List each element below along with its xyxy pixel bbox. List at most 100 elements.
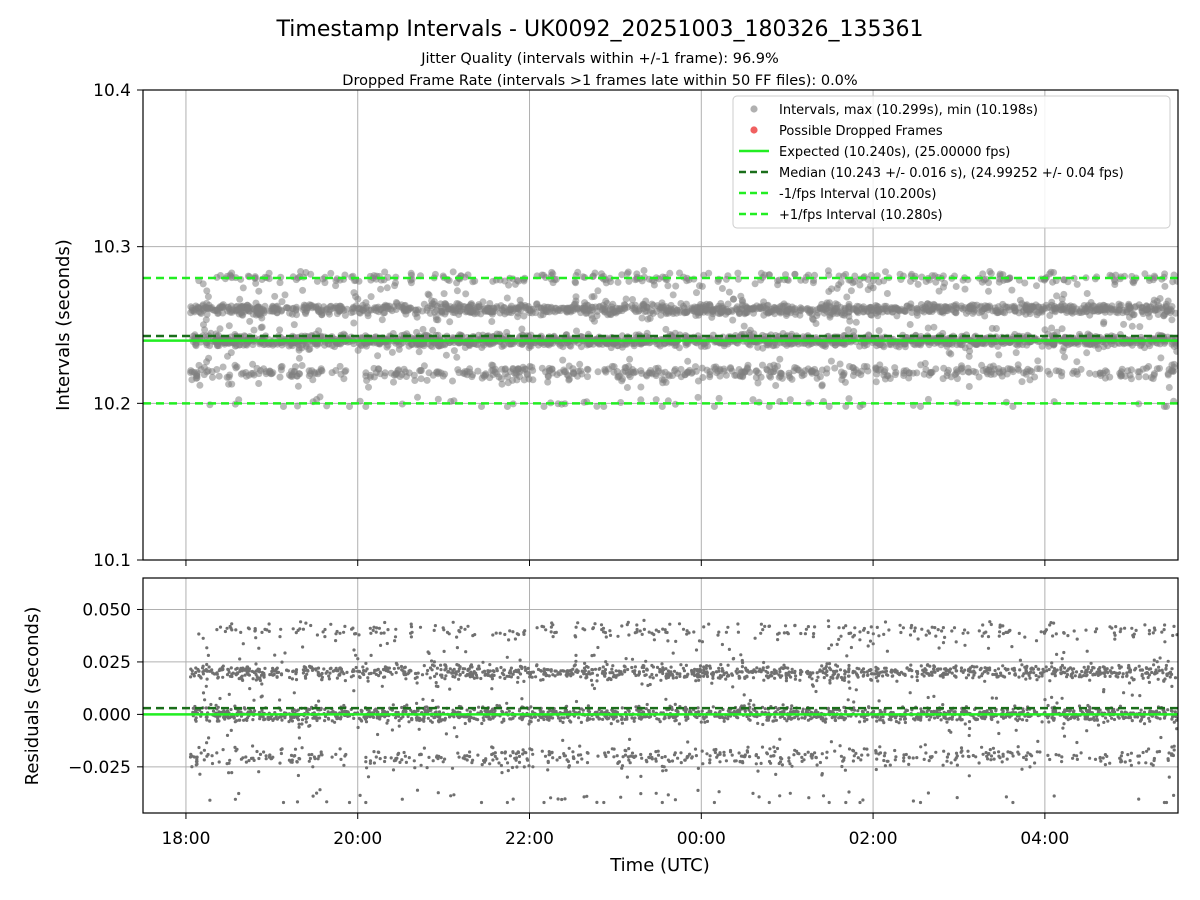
residual-point xyxy=(826,619,831,623)
residual-point xyxy=(248,687,252,691)
interval-point xyxy=(640,267,648,274)
interval-point xyxy=(745,340,753,348)
interval-point xyxy=(321,279,329,287)
interval-point xyxy=(965,352,973,360)
interval-point xyxy=(1012,349,1020,357)
residual-point xyxy=(1075,754,1079,758)
interval-point xyxy=(995,351,1003,359)
residual-point xyxy=(1060,696,1064,700)
interval-point xyxy=(982,275,990,283)
interval-point xyxy=(276,373,284,381)
interval-point xyxy=(498,380,506,388)
interval-point xyxy=(335,307,343,315)
residual-point xyxy=(325,800,329,804)
interval-point xyxy=(302,310,310,318)
interval-point xyxy=(442,308,450,316)
interval-point xyxy=(1026,376,1034,384)
interval-point xyxy=(493,304,501,312)
residual-point xyxy=(835,676,839,680)
interval-point xyxy=(505,281,513,289)
interval-point xyxy=(964,368,972,376)
residual-point xyxy=(866,630,870,635)
residual-point xyxy=(1071,756,1075,760)
interval-point xyxy=(731,371,739,379)
interval-point xyxy=(1160,312,1168,320)
interval-point xyxy=(337,370,345,378)
interval-point xyxy=(307,270,315,278)
interval-point xyxy=(759,344,767,352)
interval-point xyxy=(414,393,421,401)
residual-point xyxy=(937,646,941,650)
interval-point xyxy=(1134,368,1142,376)
interval-point xyxy=(236,295,244,303)
residual-point xyxy=(225,626,229,630)
residual-point xyxy=(911,799,916,803)
residual-point xyxy=(1121,675,1125,679)
interval-point xyxy=(795,366,803,374)
residual-point xyxy=(773,715,777,719)
residual-point xyxy=(1096,723,1101,727)
interval-point xyxy=(691,303,699,311)
interval-point xyxy=(1108,306,1116,314)
interval-point xyxy=(593,402,601,410)
residual-point xyxy=(604,660,608,664)
residual-point xyxy=(1020,767,1024,771)
residual-point xyxy=(383,620,387,625)
interval-point xyxy=(978,308,986,316)
interval-point xyxy=(643,303,651,311)
interval-point xyxy=(219,309,227,317)
residual-point xyxy=(788,762,792,766)
interval-point xyxy=(1061,353,1068,361)
interval-point xyxy=(1003,370,1011,378)
interval-point xyxy=(676,306,684,314)
residual-point xyxy=(851,759,856,763)
interval-point xyxy=(1160,403,1168,410)
interval-point xyxy=(1051,302,1058,310)
interval-point xyxy=(841,307,849,315)
interval-point xyxy=(720,367,728,375)
residual-point xyxy=(290,677,294,681)
residual-point xyxy=(1043,710,1047,714)
intervals-ytick-label-2: 10.3 xyxy=(93,238,131,258)
interval-point xyxy=(958,364,966,372)
residual-point xyxy=(1154,668,1158,672)
residual-point xyxy=(381,667,386,672)
interval-point xyxy=(771,310,779,318)
residual-point xyxy=(635,630,639,634)
interval-point xyxy=(281,291,289,299)
interval-point xyxy=(235,396,243,404)
interval-point xyxy=(544,373,552,381)
interval-point xyxy=(623,384,631,391)
interval-point xyxy=(924,395,932,403)
interval-point xyxy=(540,403,548,410)
interval-point xyxy=(774,362,781,370)
residual-point xyxy=(950,715,955,719)
interval-point xyxy=(513,376,521,384)
residual-point xyxy=(300,746,304,750)
residual-point xyxy=(676,756,680,760)
interval-point xyxy=(407,279,415,287)
interval-point xyxy=(659,379,667,387)
chart-subtitle-dropped: Dropped Frame Rate (intervals >1 frames … xyxy=(342,73,857,89)
interval-point xyxy=(276,326,284,334)
residual-point xyxy=(511,630,515,634)
residual-point xyxy=(483,709,487,713)
interval-point xyxy=(284,304,292,312)
interval-point xyxy=(869,284,877,292)
residuals-plot-area xyxy=(143,618,1178,805)
residual-point xyxy=(737,751,741,755)
interval-point xyxy=(572,293,580,301)
residual-point xyxy=(663,755,667,759)
interval-point xyxy=(1058,372,1066,380)
residual-point xyxy=(925,709,929,714)
interval-point xyxy=(846,317,854,325)
residual-point xyxy=(1158,717,1162,721)
interval-point xyxy=(276,279,284,287)
residual-point xyxy=(752,703,756,707)
interval-point xyxy=(870,306,878,314)
interval-point xyxy=(831,364,839,372)
residual-point xyxy=(1104,716,1108,720)
interval-point xyxy=(1011,306,1019,314)
interval-point xyxy=(549,279,557,287)
interval-point xyxy=(859,308,867,316)
